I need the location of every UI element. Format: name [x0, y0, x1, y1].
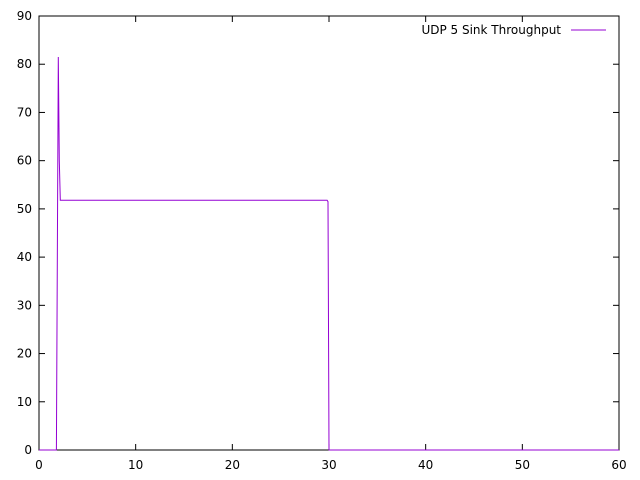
axis-tick-labels: 0 10 20 30 40 50 60 0 10 20 30 40 50 60 70 80 90	[17, 9, 627, 472]
x-tick-label: 40	[418, 458, 433, 472]
x-tick-label: 60	[611, 458, 626, 472]
x-tick-label: 30	[321, 458, 336, 472]
legend-label: UDP 5 Sink Throughput	[421, 23, 561, 37]
y-tick-label: 10	[17, 395, 32, 409]
x-tick-label: 20	[225, 458, 240, 472]
y-tick-label: 60	[17, 154, 32, 168]
y-tick-label: 50	[17, 202, 32, 216]
series-line-udp-5-sink-throughput	[39, 56, 619, 451]
y-tick-label: 20	[17, 347, 32, 361]
y-tick-label: 30	[17, 298, 32, 312]
y-tick-label: 90	[17, 9, 32, 23]
x-tick-label: 10	[128, 458, 143, 472]
x-tick-label: 50	[515, 458, 530, 472]
y-tick-label: 0	[24, 443, 32, 457]
x-tick-label: 0	[35, 458, 43, 472]
y-tick-label: 80	[17, 57, 32, 71]
legend: UDP 5 Sink Throughput	[421, 23, 606, 37]
axis-ticks	[38, 15, 620, 451]
y-tick-label: 70	[17, 105, 32, 119]
y-tick-label: 40	[17, 250, 32, 264]
